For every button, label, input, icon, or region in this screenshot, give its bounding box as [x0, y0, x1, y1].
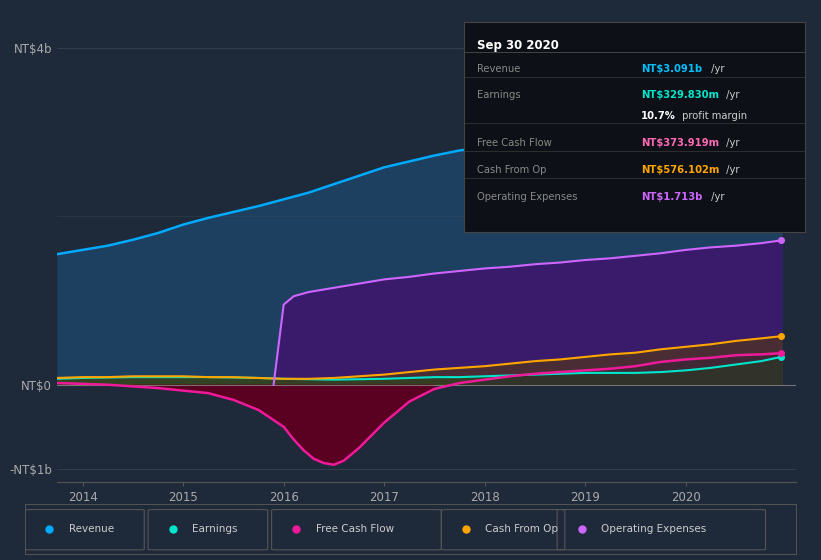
- Text: profit margin: profit margin: [678, 111, 746, 120]
- Text: NT$576.102m: NT$576.102m: [641, 165, 719, 175]
- Text: Revenue: Revenue: [478, 64, 521, 74]
- Text: Free Cash Flow: Free Cash Flow: [478, 138, 553, 148]
- Text: 10.7%: 10.7%: [641, 111, 676, 120]
- Text: NT$1.713b: NT$1.713b: [641, 193, 703, 203]
- Text: NT$3.091b: NT$3.091b: [641, 64, 702, 74]
- Text: Earnings: Earnings: [478, 90, 521, 100]
- Text: /yr: /yr: [723, 90, 740, 100]
- Text: Cash From Op: Cash From Op: [478, 165, 547, 175]
- Text: NT$329.830m: NT$329.830m: [641, 90, 719, 100]
- Text: Cash From Op: Cash From Op: [485, 524, 558, 534]
- Text: Operating Expenses: Operating Expenses: [478, 193, 578, 203]
- Text: Sep 30 2020: Sep 30 2020: [478, 39, 559, 52]
- Text: /yr: /yr: [723, 165, 740, 175]
- Text: NT$373.919m: NT$373.919m: [641, 138, 719, 148]
- Text: Earnings: Earnings: [192, 524, 237, 534]
- Text: Revenue: Revenue: [69, 524, 114, 534]
- Text: Free Cash Flow: Free Cash Flow: [315, 524, 394, 534]
- Text: /yr: /yr: [723, 138, 740, 148]
- Text: /yr: /yr: [709, 64, 725, 74]
- Text: /yr: /yr: [709, 193, 725, 203]
- Text: Operating Expenses: Operating Expenses: [601, 524, 706, 534]
